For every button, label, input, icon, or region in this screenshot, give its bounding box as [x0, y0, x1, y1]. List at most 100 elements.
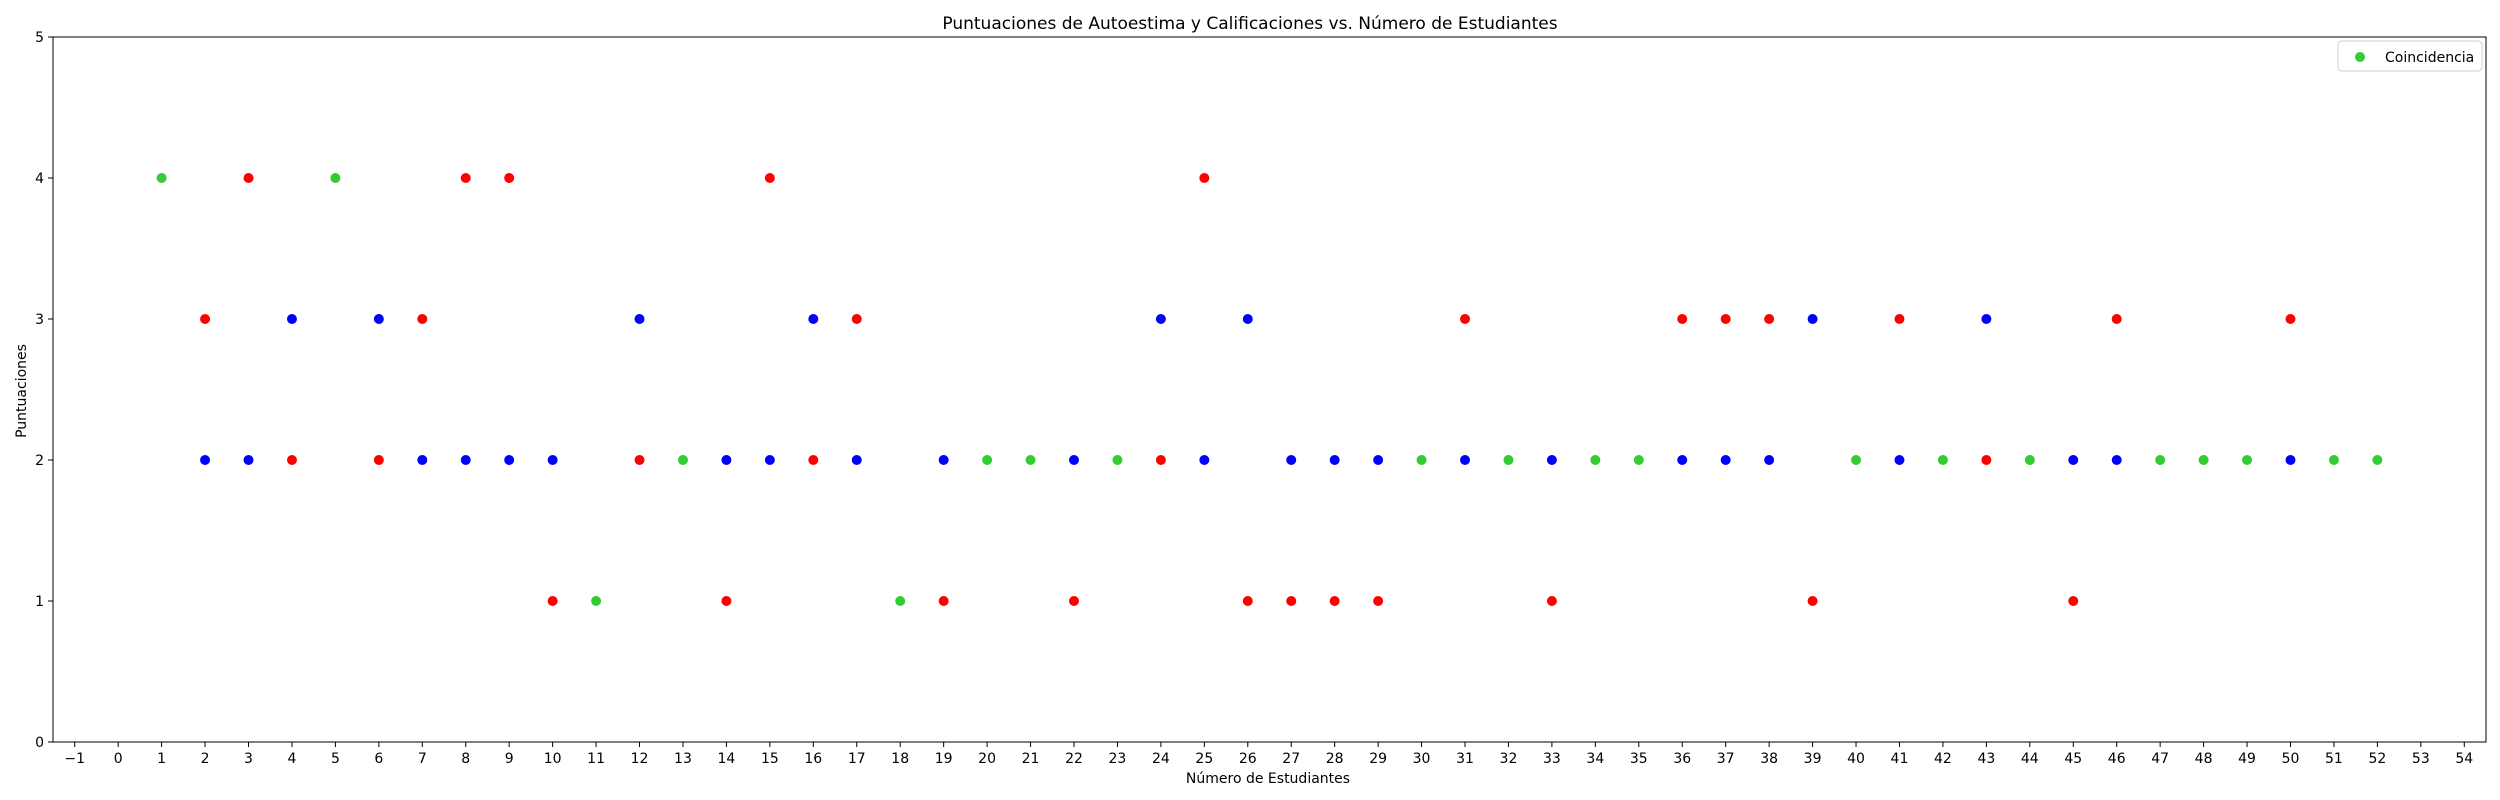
x-tick-label: 54 — [2455, 751, 2473, 767]
x-tick-label: 23 — [1109, 751, 1127, 767]
green-point — [982, 455, 993, 465]
x-tick-label: 45 — [2064, 751, 2082, 767]
x-tick-label: 13 — [674, 751, 692, 767]
red-point — [1329, 596, 1340, 606]
x-tick-label: 40 — [1847, 751, 1865, 767]
x-tick-label: 53 — [2412, 751, 2430, 767]
x-tick-label: 2 — [201, 751, 210, 767]
green-point — [1025, 455, 1036, 465]
green-point — [2198, 455, 2209, 465]
x-tick-label: 50 — [2282, 751, 2300, 767]
chart-title: Puntuaciones de Autoestima y Calificacio… — [942, 14, 1557, 34]
green-point — [1503, 455, 1514, 465]
x-tick-label: 1 — [157, 751, 166, 767]
red-point — [1981, 455, 1992, 465]
red-point — [2111, 314, 2122, 324]
blue-point — [1894, 455, 1905, 465]
x-tick-label: 22 — [1065, 751, 1083, 767]
x-tick-label: 31 — [1456, 751, 1474, 767]
blue-point — [1329, 455, 1340, 465]
x-tick-label: 7 — [418, 751, 427, 767]
x-tick-label: 17 — [848, 751, 866, 767]
y-tick-label: 1 — [35, 594, 44, 610]
green-point — [1416, 455, 1427, 465]
x-tick-label: −1 — [64, 751, 85, 767]
y-tick-label: 3 — [35, 312, 44, 328]
blue-point — [721, 455, 732, 465]
x-tick-label: 44 — [2021, 751, 2039, 767]
blue-point — [200, 455, 211, 465]
red-point — [1764, 314, 1775, 324]
red-point — [1242, 596, 1253, 606]
red-point — [2285, 314, 2296, 324]
legend-box — [2337, 40, 2483, 72]
red-point — [1546, 596, 1557, 606]
blue-point — [2285, 455, 2296, 465]
axis-ticks: −1 0 1 2 3 4 5 6 7 8 9 10 11 12 13 14 15 16 17 18 19 20 21 22 23… — [35, 30, 2473, 767]
blue-point — [417, 455, 428, 465]
blue-point — [1546, 455, 1557, 465]
x-tick-label: 27 — [1282, 751, 1300, 767]
x-tick-label: 51 — [2325, 751, 2343, 767]
x-tick-label: 26 — [1239, 751, 1257, 767]
red-point — [417, 314, 428, 324]
blue-point — [851, 455, 862, 465]
blue-point — [460, 455, 471, 465]
x-tick-label: 49 — [2238, 751, 2256, 767]
red-point — [373, 455, 384, 465]
x-tick-label: 19 — [935, 751, 953, 767]
blue-point — [1981, 314, 1992, 324]
x-tick-label: 11 — [587, 751, 605, 767]
green-point — [2242, 455, 2253, 465]
x-tick-label: 3 — [244, 751, 253, 767]
x-tick-label: 42 — [1934, 751, 1952, 767]
y-tick-label: 4 — [35, 171, 44, 187]
x-tick-label: 29 — [1369, 751, 1387, 767]
green-point — [330, 173, 341, 183]
blue-point — [243, 455, 254, 465]
x-tick-label: 47 — [2151, 751, 2169, 767]
green-point — [2372, 455, 2383, 465]
x-tick-label: 48 — [2195, 751, 2213, 767]
blue-point — [373, 314, 384, 324]
x-tick-label: 12 — [631, 751, 649, 767]
plot-frame — [52, 36, 2487, 743]
x-tick-label: 34 — [1586, 751, 1604, 767]
red-point — [1199, 173, 1210, 183]
x-tick-label: 52 — [2368, 751, 2386, 767]
blue-point — [1720, 455, 1731, 465]
red-point — [1155, 455, 1166, 465]
green-point — [2155, 455, 2166, 465]
red-point — [243, 173, 254, 183]
red-point — [808, 455, 819, 465]
x-tick-label: 38 — [1760, 751, 1778, 767]
blue-point — [547, 455, 558, 465]
x-tick-label: 32 — [1500, 751, 1518, 767]
red-point — [721, 596, 732, 606]
green-point — [895, 596, 906, 606]
x-tick-label: 36 — [1673, 751, 1691, 767]
x-axis-label: Número de Estudiantes — [1186, 771, 1350, 787]
x-tick-label: 28 — [1326, 751, 1344, 767]
green-point — [1590, 455, 1601, 465]
x-tick-label: 18 — [891, 751, 909, 767]
x-tick-label: 46 — [2108, 751, 2126, 767]
x-tick-label: 4 — [287, 751, 296, 767]
x-tick-label: 39 — [1804, 751, 1822, 767]
x-tick-label: 8 — [461, 751, 470, 767]
red-point — [1460, 314, 1471, 324]
green-point — [591, 596, 602, 606]
x-tick-label: 25 — [1195, 751, 1213, 767]
red-point — [504, 173, 515, 183]
blue-point — [1242, 314, 1253, 324]
x-tick-label: 43 — [1977, 751, 1995, 767]
x-tick-label: 10 — [544, 751, 562, 767]
green-point — [1937, 455, 1948, 465]
red-point — [200, 314, 211, 324]
red-point — [1720, 314, 1731, 324]
green-point — [2328, 455, 2339, 465]
red-point — [851, 314, 862, 324]
green-point — [1633, 455, 1644, 465]
x-tick-label: 0 — [114, 751, 123, 767]
